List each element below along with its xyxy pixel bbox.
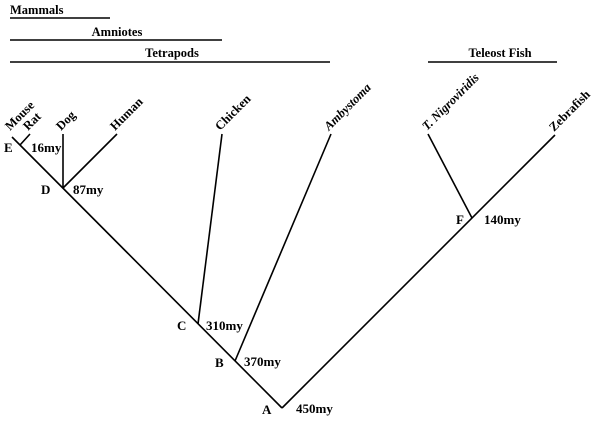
node-d-letter: D [41,182,50,197]
mammals-label: Mammals [10,3,64,17]
node-f-letter: F [456,212,464,227]
branch-zebrafish [281,134,556,409]
node-c-age: 310my [206,318,243,333]
node-b-age: 370my [244,354,281,369]
branch-trunk-tetrapods [11,136,283,409]
taxon-chicken: Chicken [212,92,253,133]
branch-rat [19,133,31,146]
node-e-age: 16my [31,140,62,155]
taxon-ambystoma: Ambystoma [321,80,374,133]
branch-chicken [197,133,223,325]
branch-tnigroviridis [427,133,473,219]
tetrapods-label: Tetrapods [145,46,199,60]
branch-ambystoma [234,133,332,362]
node-b-letter: B [215,355,224,370]
branch-human [62,133,118,189]
node-d-age: 87my [73,182,104,197]
amniotes-label: Amniotes [92,25,143,39]
taxon-tnigroviridis: T. Nigroviridis [419,70,482,133]
taxon-dog: Dog [53,107,79,133]
taxon-human: Human [107,95,145,133]
node-f-age: 140my [484,212,521,227]
node-e-letter: E [4,140,13,155]
teleost-label: Teleost Fish [468,46,531,60]
node-a-age: 450my [296,401,333,416]
taxon-zebrafish: Zebrafish [546,87,593,134]
node-a-letter: A [262,402,272,417]
node-c-letter: C [177,318,186,333]
